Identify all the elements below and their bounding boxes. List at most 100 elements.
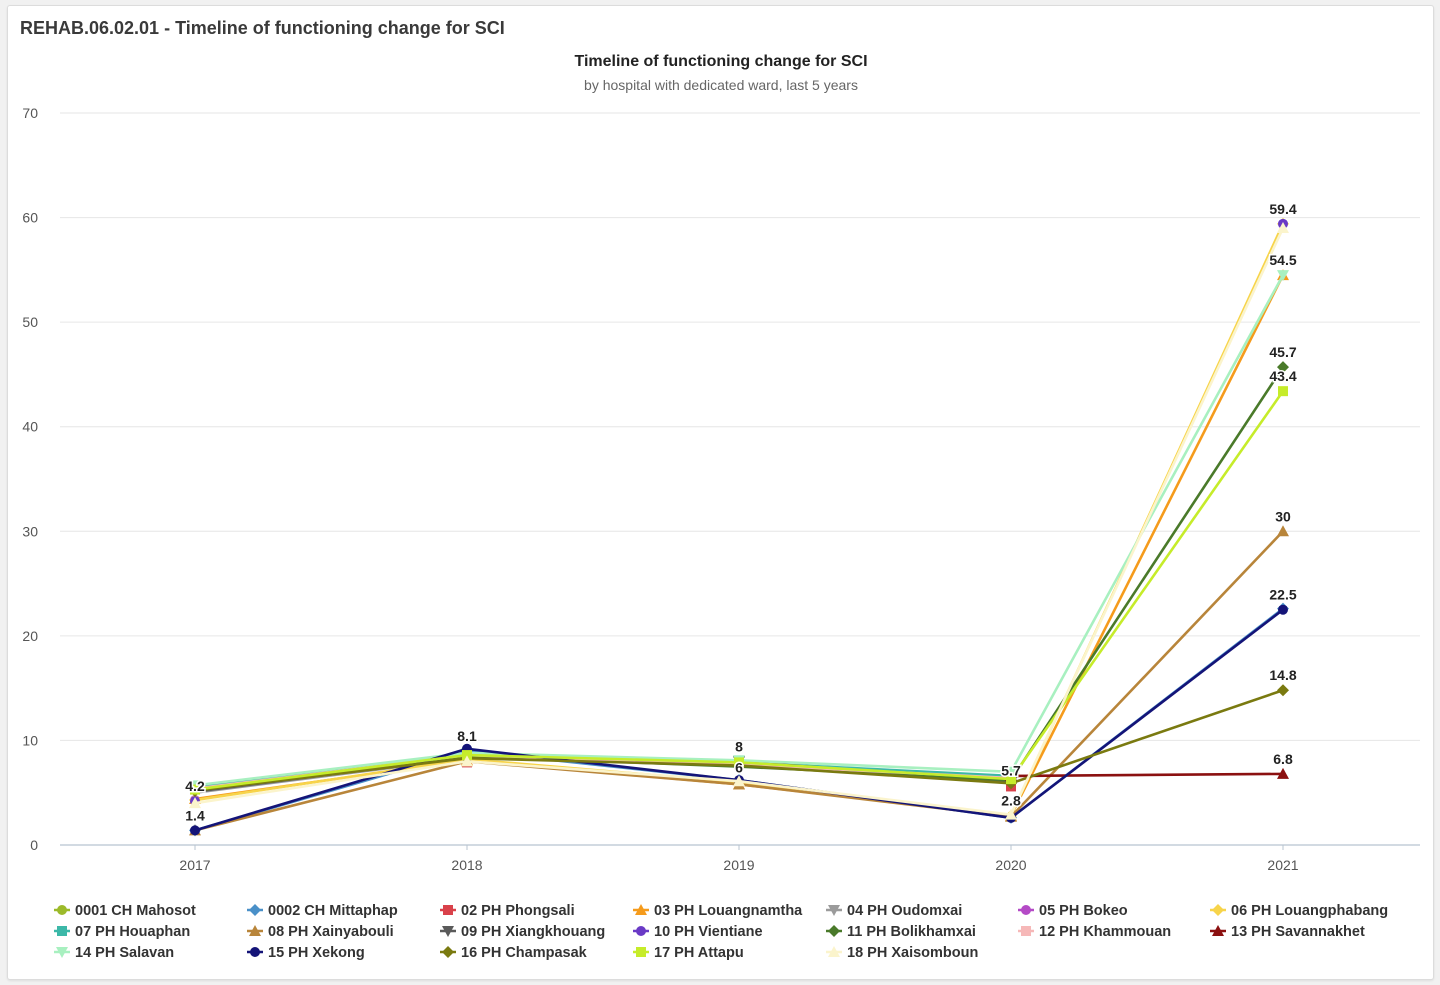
legend-item: 05 PH Bokeo [1018, 903, 1128, 919]
legend-item: 03 PH Louangnamtha [633, 903, 803, 919]
data-point [461, 755, 473, 767]
data-point [1006, 774, 1016, 785]
legend-item: 17 PH Attapu [633, 945, 744, 961]
x-tick-label: 2020 [995, 857, 1026, 873]
data-point [1277, 684, 1289, 697]
chart-title: Timeline of functioning change for SCI [574, 53, 867, 70]
data-label: 45.7 [1269, 344, 1296, 360]
data-point [733, 775, 745, 787]
legend-label: 10 PH Vientiane [654, 924, 763, 940]
chart-subtitle: by hospital with dedicated ward, last 5 … [584, 77, 858, 93]
data-point [1005, 808, 1017, 820]
data-point [1277, 361, 1289, 374]
y-tick-label: 30 [22, 523, 38, 539]
series [190, 218, 1288, 807]
data-label: 54.5 [1269, 252, 1296, 268]
legend-item: 18 PH Xaisomboun [826, 945, 978, 961]
legend-item: 02 PH Phongsali [440, 903, 575, 919]
data-point [1278, 604, 1288, 615]
y-tick-label: 20 [22, 628, 38, 644]
legend-marker [249, 904, 261, 916]
data-label: 1.4 [185, 807, 205, 823]
series [190, 386, 1288, 795]
legend-item: 08 PH Xainyabouli [247, 924, 394, 940]
data-point [734, 757, 744, 768]
data-label: 6.8 [1273, 751, 1293, 767]
legend-label: 11 PH Bolikhamxai [847, 924, 976, 940]
legend-label: 17 PH Attapu [654, 945, 744, 961]
legend-label: 08 PH Xainyabouli [268, 924, 394, 940]
legend-item: 07 PH Houaphan [54, 924, 190, 940]
series [190, 604, 1288, 836]
series-line [194, 608, 1284, 832]
data-labels: 4.2 1.4 8.1 8 6 5.7 2.8 59.4 54.5 45.7 43.4 30 22.5 1… [184, 199, 1299, 825]
legend-label: 18 PH Xaisomboun [847, 945, 978, 961]
legend-item: 0002 CH Mittaphap [247, 903, 398, 919]
legend-label: 06 PH Louangphabang [1231, 903, 1388, 919]
data-point [189, 797, 201, 809]
legend-marker [636, 947, 646, 957]
legend-marker [442, 926, 454, 937]
data-label: 59.4 [1269, 201, 1296, 217]
legend-label: 05 PH Bokeo [1039, 903, 1128, 919]
legend-marker [828, 905, 840, 916]
series-line [194, 223, 1285, 818]
series-group [189, 217, 1289, 837]
y-tick-label: 0 [30, 837, 38, 853]
legend-marker [1021, 926, 1031, 936]
data-point [1277, 270, 1289, 282]
legend-item: 13 PH Savannakhet [1210, 924, 1365, 940]
y-tick-label: 70 [22, 105, 38, 121]
data-point [1005, 766, 1017, 778]
legend-label: 15 PH Xekong [268, 945, 365, 961]
grid [60, 112, 1420, 741]
x-tick-label: 2018 [451, 857, 482, 873]
x-tick-label: 2019 [723, 857, 754, 873]
data-label: 5.7 [1001, 762, 1021, 778]
legend-marker [828, 925, 840, 937]
data-label: 4.2 [185, 778, 205, 794]
legend-marker [636, 926, 646, 936]
legend-marker [1021, 905, 1031, 915]
legend-marker [56, 947, 68, 958]
data-label: 8.1 [457, 728, 477, 744]
legend-marker [1212, 925, 1224, 936]
x-tick-label: 2017 [179, 857, 210, 873]
legend-marker [828, 946, 840, 957]
legend-marker [1212, 904, 1224, 916]
y-tick-label: 10 [22, 732, 38, 748]
legend-item: 09 PH Xiangkhouang [440, 924, 605, 940]
data-point [1277, 525, 1289, 537]
data-point [1277, 222, 1289, 234]
data-label: 14.8 [1269, 667, 1296, 683]
series [189, 222, 1289, 820]
legend-marker [57, 926, 67, 936]
legend-label: 13 PH Savannakhet [1231, 924, 1365, 940]
legend-marker [443, 905, 453, 915]
legend-marker [249, 925, 261, 936]
legend-marker [57, 905, 67, 915]
legend-item: 04 PH Oudomxai [826, 903, 962, 919]
series-line [194, 227, 1285, 816]
data-label: 22.5 [1269, 587, 1296, 603]
series-line [1010, 772, 1284, 778]
data-point [462, 750, 472, 761]
legend-item: 0001 CH Mahosot [54, 903, 196, 919]
legend-item: 10 PH Vientiane [633, 924, 763, 940]
legend-label: 04 PH Oudomxai [847, 903, 962, 919]
data-label: 43.4 [1269, 368, 1296, 384]
legend-label: 0001 CH Mahosot [75, 903, 196, 919]
legend-marker [250, 947, 260, 957]
data-label: 30 [1275, 508, 1291, 524]
legend-item: 14 PH Salavan [54, 945, 174, 961]
card-title: REHAB.06.02.01 - Timeline of functioning… [20, 18, 505, 38]
legend-item: 11 PH Bolikhamxai [826, 924, 976, 940]
data-point [1277, 767, 1289, 779]
data-label: 6 [735, 759, 743, 775]
legend-item: 12 PH Khammouan [1018, 924, 1171, 940]
data-label: 2.8 [1001, 793, 1021, 809]
legend: 0001 CH Mahosot 0002 CH Mittaphap 02 PH Ph… [54, 903, 1388, 961]
legend-label: 03 PH Louangnamtha [654, 903, 803, 919]
legend-label: 07 PH Houaphan [75, 924, 190, 940]
data-point [1278, 386, 1288, 397]
